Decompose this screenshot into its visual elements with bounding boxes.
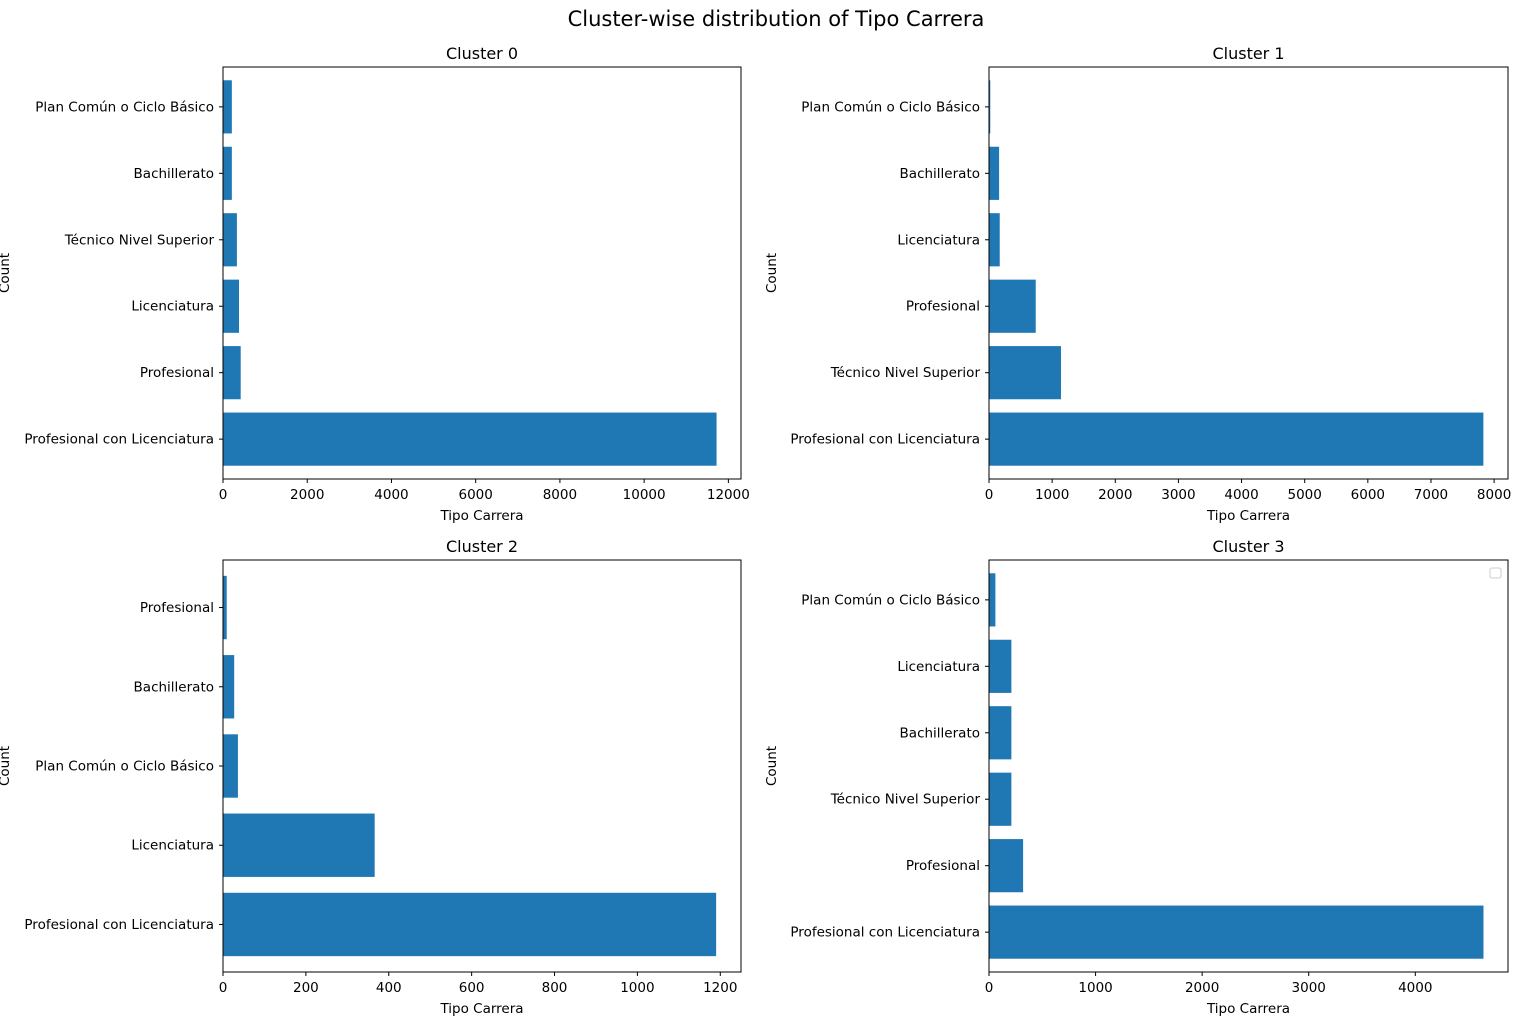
bar-profesional-con-licenciatura <box>223 892 717 957</box>
x-tick-label: 6000 <box>1351 487 1385 503</box>
bar-plan-com-n-o-ciclo-b-sico <box>223 80 232 134</box>
bar-bachillerato <box>989 146 1000 200</box>
y-tick-label: Licenciatura <box>897 659 980 675</box>
y-axis-label: Count <box>764 746 780 786</box>
y-tick-label: Técnico Nivel Superior <box>830 792 981 808</box>
bar-t-cnico-nivel-superior <box>989 772 1012 826</box>
x-tick-label: 400 <box>376 980 402 996</box>
y-tick-label: Profesional con Licenciatura <box>24 432 214 448</box>
x-tick-label: 0 <box>219 487 228 503</box>
y-tick-label: Licenciatura <box>131 299 214 315</box>
x-tick-label: 2000 <box>290 487 324 503</box>
bar-profesional-con-licenciatura <box>223 412 717 466</box>
y-tick-label: Profesional con Licenciatura <box>24 917 214 933</box>
x-tick-label: 4000 <box>374 487 408 503</box>
x-tick-label: 7000 <box>1414 487 1448 503</box>
legend-box <box>1489 567 1502 579</box>
subplot-cluster-3: Profesional con Licenciatura Profesional T… <box>764 537 1509 1017</box>
y-tick-label: Técnico Nivel Superior <box>64 232 215 248</box>
x-tick-label: 800 <box>542 980 568 996</box>
subplot-title: Cluster 2 <box>446 537 518 556</box>
bar-profesional <box>989 839 1024 893</box>
x-tick-label: 8000 <box>1477 487 1511 503</box>
y-tick-label: Plan Común o Ciclo Básico <box>801 99 980 115</box>
x-tick-label: 6000 <box>459 487 493 503</box>
y-tick-label: Plan Común o Ciclo Básico <box>35 759 214 775</box>
bar-licenciatura <box>989 213 1000 267</box>
x-tick-label: 2000 <box>1185 980 1219 996</box>
x-tick-label: 1200 <box>703 980 737 996</box>
y-tick-label: Plan Común o Ciclo Básico <box>35 99 214 115</box>
x-tick-label: 4000 <box>1224 487 1258 503</box>
y-tick-label: Profesional <box>906 858 980 874</box>
bar-plan-com-n-o-ciclo-b-sico <box>223 734 238 798</box>
y-axis-label: Count <box>0 746 13 786</box>
subplot-title: Cluster 3 <box>1212 537 1284 556</box>
x-axis-label: Tipo Carrera <box>439 508 523 524</box>
y-axis-label: Count <box>764 253 780 293</box>
bar-profesional <box>989 279 1036 333</box>
y-tick-label: Profesional <box>140 600 214 616</box>
x-tick-label: 1000 <box>1035 487 1069 503</box>
x-tick-label: 4000 <box>1398 980 1432 996</box>
figure-title: Cluster-wise distribution of Tipo Carrer… <box>568 7 985 31</box>
bar-profesional <box>223 346 241 400</box>
x-axis-label: Tipo Carrera <box>1206 1001 1290 1017</box>
axes-frame <box>988 66 1509 480</box>
y-tick-label: Licenciatura <box>131 838 214 854</box>
bar-licenciatura <box>223 279 240 333</box>
bar-bachillerato <box>989 706 1012 760</box>
y-axis-label: Count <box>0 253 13 293</box>
y-tick-label: Profesional con Licenciatura <box>790 432 980 448</box>
bar-plan-com-n-o-ciclo-b-sico <box>989 80 991 134</box>
x-tick-label: 0 <box>985 487 994 503</box>
bar-t-cnico-nivel-superior <box>989 346 1061 400</box>
bar-profesional <box>223 575 227 640</box>
subplot-title: Cluster 0 <box>446 44 518 63</box>
bar-bachillerato <box>223 146 232 200</box>
y-tick-label: Profesional <box>140 365 214 381</box>
bar-t-cnico-nivel-superior <box>223 213 237 267</box>
x-tick-label: 0 <box>985 980 994 996</box>
subplot-cluster-0: Profesional con Licenciatura Profesional L… <box>0 44 750 524</box>
bar-bachillerato <box>223 655 235 719</box>
x-tick-label: 0 <box>219 980 228 996</box>
y-tick-label: Plan Común o Ciclo Básico <box>801 592 980 608</box>
subplot-cluster-2: Profesional con Licenciatura Licenciatura… <box>0 537 742 1017</box>
y-tick-label: Bachillerato <box>900 725 980 741</box>
y-tick-label: Bachillerato <box>134 166 214 182</box>
y-tick-label: Licenciatura <box>897 232 980 248</box>
subplot-cluster-1: Profesional con Licenciatura Técnico Nive… <box>764 44 1511 524</box>
bar-profesional-con-licenciatura <box>989 412 1484 466</box>
y-tick-label: Bachillerato <box>134 679 214 695</box>
x-tick-label: 1000 <box>1078 980 1112 996</box>
x-tick-label: 200 <box>293 980 319 996</box>
axes-frame <box>988 559 1509 973</box>
x-tick-label: 3000 <box>1161 487 1195 503</box>
bar-licenciatura <box>989 639 1012 693</box>
bar-profesional-con-licenciatura <box>989 905 1484 959</box>
x-tick-label: 8000 <box>543 487 577 503</box>
y-tick-label: Profesional con Licenciatura <box>790 925 980 941</box>
y-tick-label: Técnico Nivel Superior <box>830 365 981 381</box>
x-tick-label: 1000 <box>620 980 654 996</box>
bar-licenciatura <box>223 813 375 877</box>
axes-frame <box>222 66 742 480</box>
x-tick-label: 12000 <box>707 487 750 503</box>
x-tick-label: 10000 <box>623 487 666 503</box>
x-axis-label: Tipo Carrera <box>439 1001 523 1017</box>
subplot-title: Cluster 1 <box>1212 44 1284 63</box>
bar-plan-com-n-o-ciclo-b-sico <box>989 573 996 627</box>
x-tick-label: 5000 <box>1288 487 1322 503</box>
x-axis-label: Tipo Carrera <box>1206 508 1290 524</box>
y-tick-label: Profesional <box>906 299 980 315</box>
x-tick-label: 2000 <box>1098 487 1132 503</box>
x-tick-label: 600 <box>459 980 485 996</box>
x-tick-label: 3000 <box>1292 980 1326 996</box>
y-tick-label: Bachillerato <box>900 166 980 182</box>
